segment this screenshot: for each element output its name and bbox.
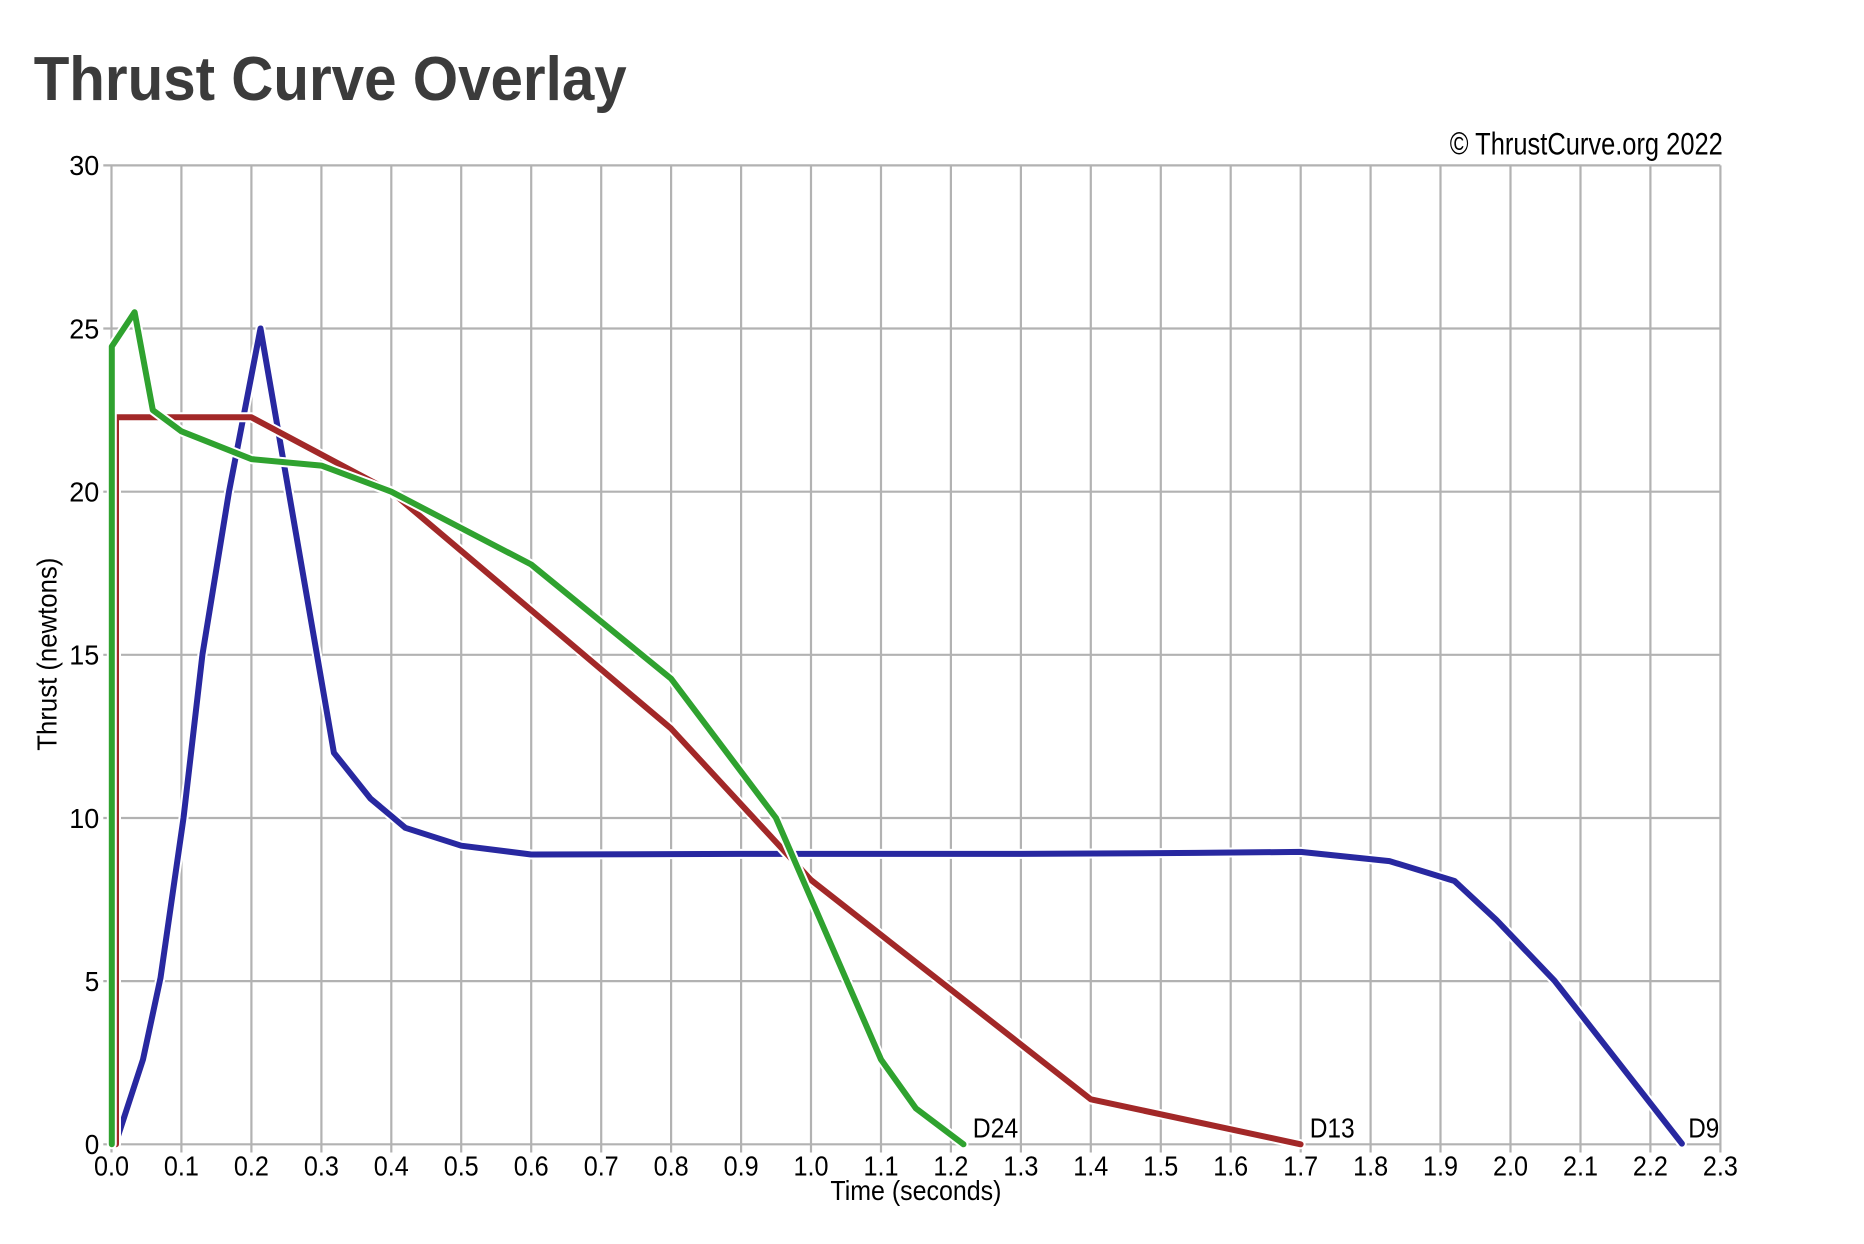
svg-text:© ThrustCurve.org 2022: © ThrustCurve.org 2022 bbox=[1450, 125, 1723, 161]
svg-text:2.3: 2.3 bbox=[1703, 1151, 1738, 1182]
svg-text:0.2: 0.2 bbox=[234, 1151, 269, 1182]
svg-text:1.4: 1.4 bbox=[1073, 1151, 1108, 1182]
svg-text:1.3: 1.3 bbox=[1003, 1151, 1038, 1182]
svg-text:10: 10 bbox=[69, 803, 99, 834]
svg-text:0.6: 0.6 bbox=[514, 1151, 549, 1182]
svg-text:0.5: 0.5 bbox=[444, 1151, 479, 1182]
svg-text:Thrust Curve Overlay: Thrust Curve Overlay bbox=[34, 45, 627, 114]
svg-text:25: 25 bbox=[69, 313, 99, 344]
svg-text:1.5: 1.5 bbox=[1143, 1151, 1178, 1182]
svg-text:5: 5 bbox=[85, 966, 100, 997]
svg-text:1.8: 1.8 bbox=[1353, 1151, 1388, 1182]
svg-text:2.0: 2.0 bbox=[1493, 1151, 1528, 1182]
svg-text:1.9: 1.9 bbox=[1423, 1151, 1458, 1182]
svg-text:1.0: 1.0 bbox=[794, 1151, 829, 1182]
svg-text:1.2: 1.2 bbox=[933, 1151, 968, 1182]
svg-text:1.7: 1.7 bbox=[1283, 1151, 1318, 1182]
svg-text:0: 0 bbox=[85, 1129, 100, 1160]
svg-text:0.7: 0.7 bbox=[584, 1151, 619, 1182]
svg-text:0.1: 0.1 bbox=[164, 1151, 199, 1182]
svg-text:D24: D24 bbox=[973, 1112, 1019, 1143]
svg-text:1.6: 1.6 bbox=[1213, 1151, 1248, 1182]
svg-text:30: 30 bbox=[69, 150, 99, 181]
svg-text:0.0: 0.0 bbox=[94, 1151, 129, 1182]
svg-text:Thrust (newtons): Thrust (newtons) bbox=[31, 558, 62, 751]
svg-text:0.3: 0.3 bbox=[304, 1151, 339, 1182]
svg-text:2.1: 2.1 bbox=[1563, 1151, 1598, 1182]
svg-text:2.2: 2.2 bbox=[1633, 1151, 1668, 1182]
svg-text:Time (seconds): Time (seconds) bbox=[830, 1175, 1001, 1206]
svg-text:1.1: 1.1 bbox=[864, 1151, 899, 1182]
svg-text:20: 20 bbox=[69, 477, 99, 508]
svg-text:15: 15 bbox=[69, 640, 99, 671]
svg-text:0.4: 0.4 bbox=[374, 1151, 409, 1182]
svg-text:0.8: 0.8 bbox=[654, 1151, 689, 1182]
svg-text:D13: D13 bbox=[1310, 1112, 1355, 1143]
svg-text:0.9: 0.9 bbox=[724, 1151, 759, 1182]
svg-text:D9: D9 bbox=[1688, 1112, 1719, 1143]
